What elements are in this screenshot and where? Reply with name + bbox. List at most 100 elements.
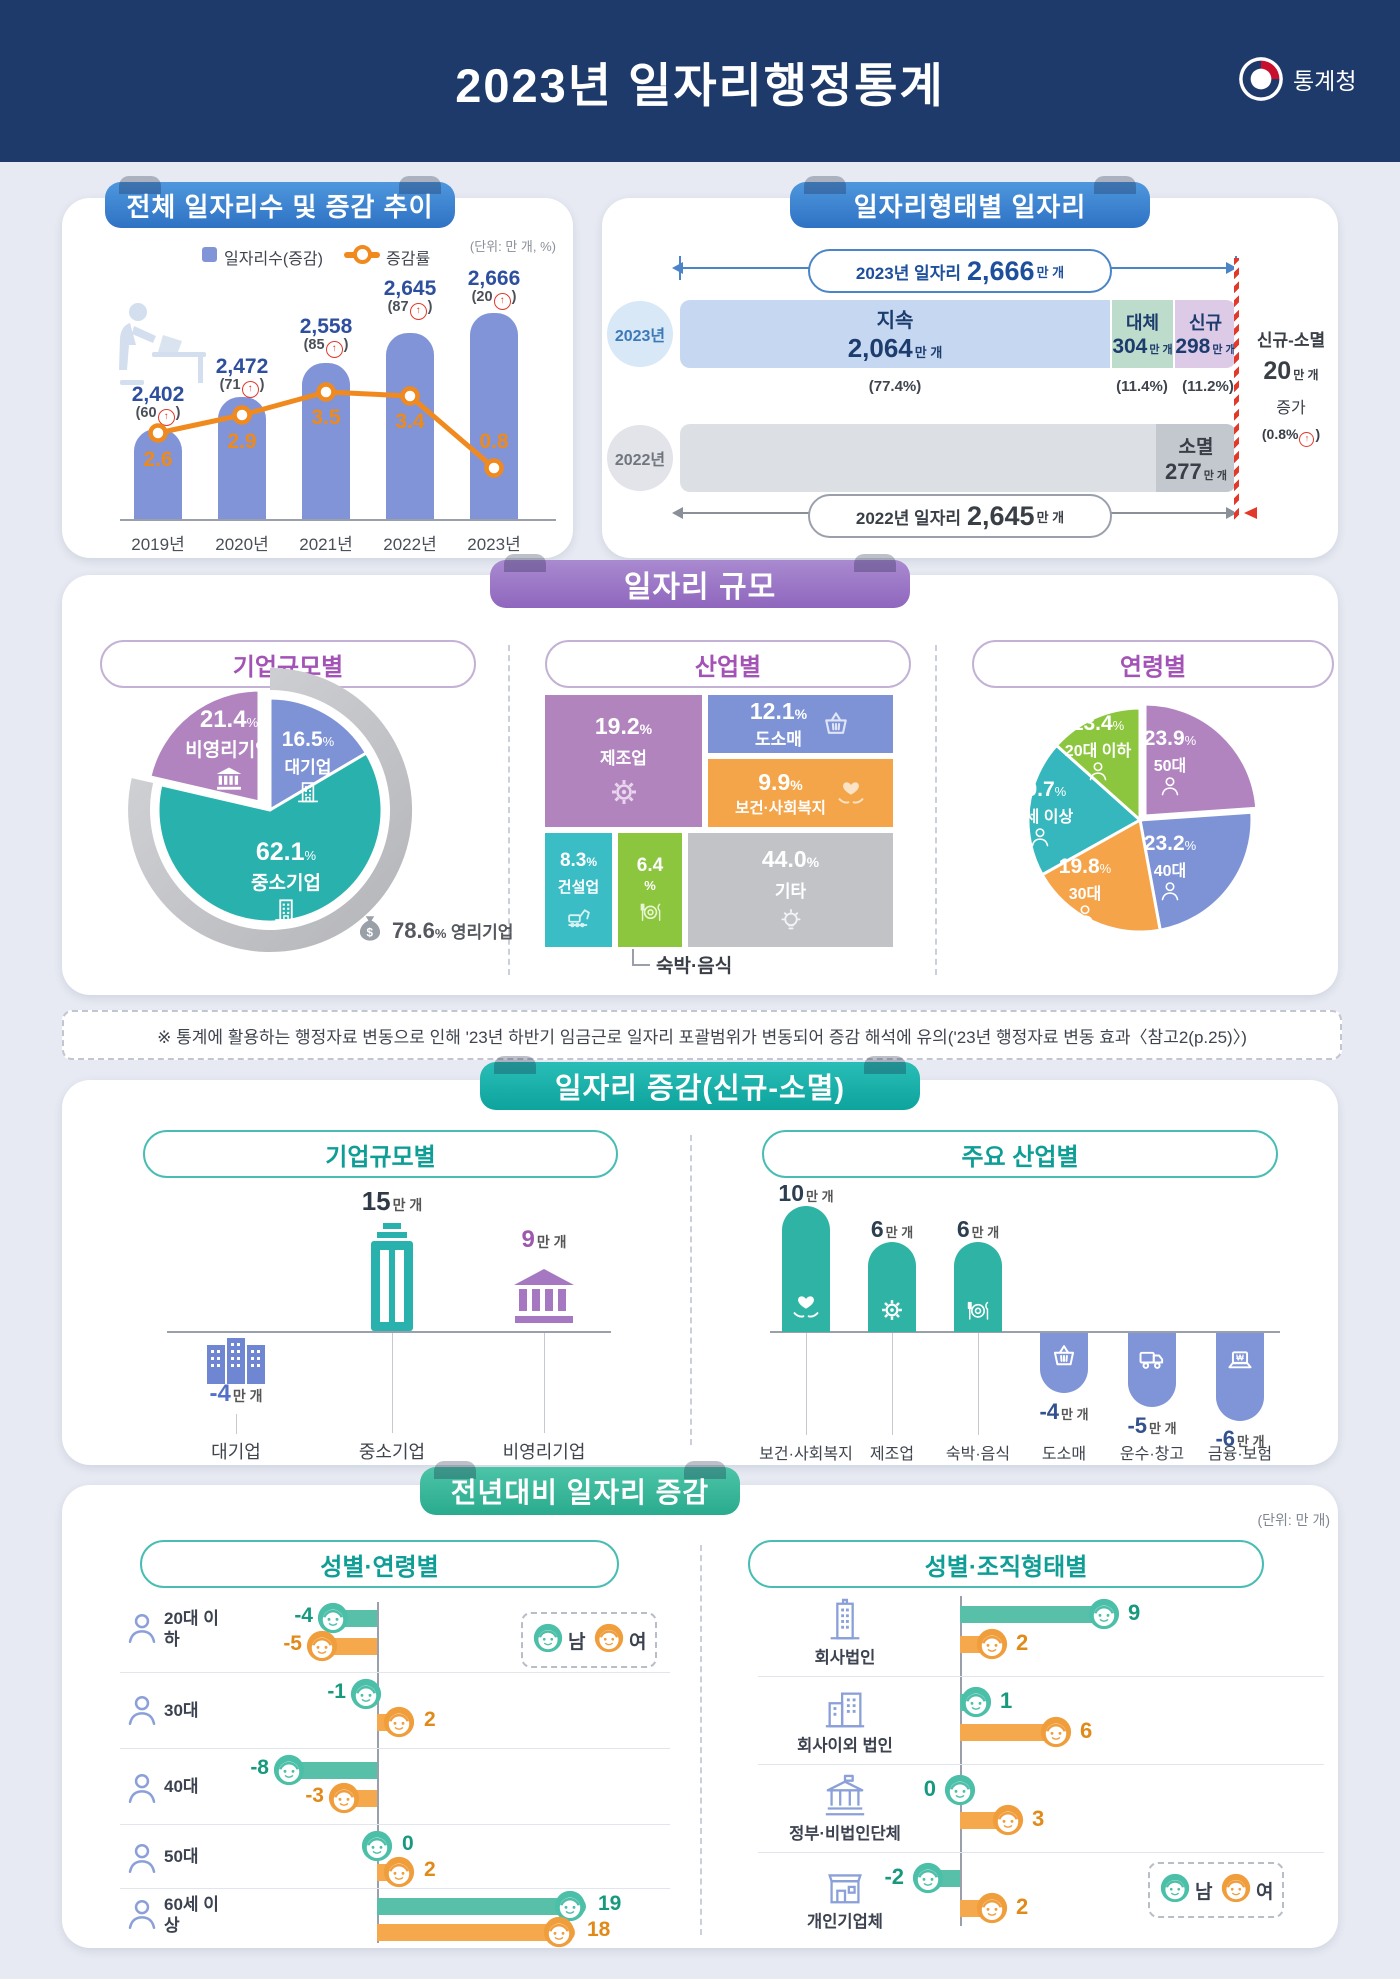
divider	[508, 645, 510, 975]
gender-legend	[1148, 1862, 1284, 1918]
legend-male-label: 남	[568, 1632, 586, 1653]
arrow-left-icon	[672, 507, 683, 519]
female-value: -5	[283, 1632, 302, 1655]
total-2022-capsule: 2022년 일자리 2,645 만 개	[808, 494, 1112, 538]
stem	[892, 1333, 893, 1435]
trend-value: 2,472	[215, 355, 269, 378]
female-value: -3	[305, 1784, 324, 1807]
rate-label: 2.6	[143, 448, 173, 471]
face-female-icon	[1221, 1873, 1251, 1903]
arrow-right-icon	[1226, 507, 1237, 519]
cell-percent: 9.9%	[758, 768, 803, 795]
cell-percent: 12.1%	[749, 698, 808, 724]
page-title: 2023년 일자리행정통계	[455, 58, 945, 112]
person-icon	[1161, 777, 1179, 796]
sme-label: 62.1% 중소기업	[216, 838, 356, 925]
firm-change-label: 중소기업	[358, 1442, 426, 1462]
firm-change-value: 15 만 개	[361, 1186, 423, 1216]
age-scale-pill: 연령별	[972, 640, 1334, 688]
up-arrow-icon: ↑	[409, 303, 427, 320]
stem	[544, 1333, 545, 1433]
age-label-20s-under: 13.4% 20대 이하	[1038, 712, 1158, 781]
legend-male-label: 남	[1195, 1882, 1213, 1903]
government-building-icon	[824, 1774, 866, 1816]
total-2023-value: 2,666	[966, 255, 1035, 286]
segment-new: 신규 298 만 개	[1175, 300, 1236, 368]
person-icon	[1031, 828, 1049, 847]
year-circle-2022: 2022년	[607, 425, 673, 491]
rate-label: 2.9	[227, 430, 257, 453]
gender-age-axis	[377, 1602, 379, 1943]
treemap-cell-others: 44.0% 기타	[688, 833, 893, 947]
trend-bar-2022	[386, 333, 434, 520]
new-minus-destroyed-line	[1234, 258, 1239, 520]
divider	[935, 645, 937, 975]
trend-year: 2021년	[299, 535, 353, 554]
age-label-30s: 19.8% 30대	[1025, 855, 1145, 924]
total-2022-prefix: 2022년 일자리	[855, 508, 961, 528]
rate-line-chart	[148, 382, 504, 478]
row-separator	[758, 1852, 1324, 1853]
panel-yoy-title: 전년대비 일자리 증감	[420, 1461, 740, 1515]
trend-value: 2,666	[467, 267, 521, 290]
segment-pct: (77.4%)	[868, 378, 922, 395]
company-building-icon	[829, 1598, 861, 1640]
basket-icon	[1053, 1345, 1075, 1366]
industry-change-label: 보건·사회복지	[759, 1446, 853, 1463]
segment-continued: 지속 2,064 만 개	[680, 300, 1110, 368]
trend-unit-note: (단위: 만 개, %)	[469, 239, 556, 254]
bar-transport-storage	[1128, 1333, 1176, 1407]
trend-year: 2020년	[215, 535, 269, 554]
age-row-label: 50대	[164, 1847, 199, 1866]
segment-replaced: 대체 304 만 개	[1112, 300, 1173, 368]
stats-korea-logo-icon	[1239, 57, 1283, 101]
treemap-cell-wholesale-retail: 12.1% 도소매	[708, 695, 893, 753]
female-bar	[377, 1924, 575, 1941]
up-arrow-icon: ↑	[493, 293, 511, 310]
legend-female-label: 여	[629, 1632, 647, 1653]
trend-year: 2022년	[383, 535, 437, 554]
trend-year: 2023년	[467, 535, 521, 554]
female-value: 2	[1016, 1894, 1029, 1919]
trend-bar-2019	[134, 429, 182, 520]
trend-value: 2,558	[299, 315, 353, 338]
face-female-icon	[383, 1706, 415, 1738]
panel-job-type-title: 일자리형태별 일자리	[790, 176, 1150, 228]
dining-icon	[640, 903, 660, 922]
cell-label: 기타	[774, 881, 807, 901]
arrow-right-icon	[1226, 262, 1237, 274]
male-value: 1	[1000, 1688, 1013, 1713]
industry-change-label: 운수·창고	[1119, 1446, 1185, 1463]
bank-icon	[216, 767, 242, 790]
person-icon	[128, 1843, 156, 1873]
divider	[700, 1545, 702, 1935]
panel-total-trend-title: 전체 일자리수 및 증감 추이	[105, 176, 455, 228]
male-bar	[960, 1606, 1104, 1623]
large-company-label: 16.5% 대기업	[248, 728, 368, 806]
bar-wholesale-retail	[1040, 1333, 1088, 1393]
association-building-icon	[824, 1692, 866, 1728]
segment-pct: (11.2%)	[1182, 378, 1234, 395]
gender-org-axis	[960, 1596, 962, 1926]
up-arrow-icon: ↑	[325, 341, 343, 358]
face-female-icon	[383, 1856, 415, 1888]
person-icon	[128, 1695, 156, 1725]
trend-change: (71 ↑)	[187, 377, 297, 398]
trend-axis	[120, 519, 556, 521]
male-value: -8	[250, 1756, 269, 1779]
side-note: 신규-소멸 20 만 개 증가 (0.8% ↑)	[1244, 326, 1338, 447]
person-icon	[128, 1613, 156, 1643]
large-company-building-icon	[207, 1338, 265, 1384]
female-value: 3	[1032, 1806, 1045, 1831]
cell-percent-sign: %	[644, 878, 656, 893]
segment-pct: (11.4%)	[1116, 378, 1168, 395]
bar-health-welfare	[782, 1206, 830, 1332]
gender-age-pill: 성별·연령별	[140, 1540, 619, 1588]
person-icon	[128, 1899, 156, 1929]
face-male-icon	[533, 1623, 563, 1653]
cell-percent: 8.3%	[559, 850, 598, 871]
face-female-icon	[992, 1804, 1024, 1836]
age-row-label: 40대	[164, 1777, 199, 1796]
